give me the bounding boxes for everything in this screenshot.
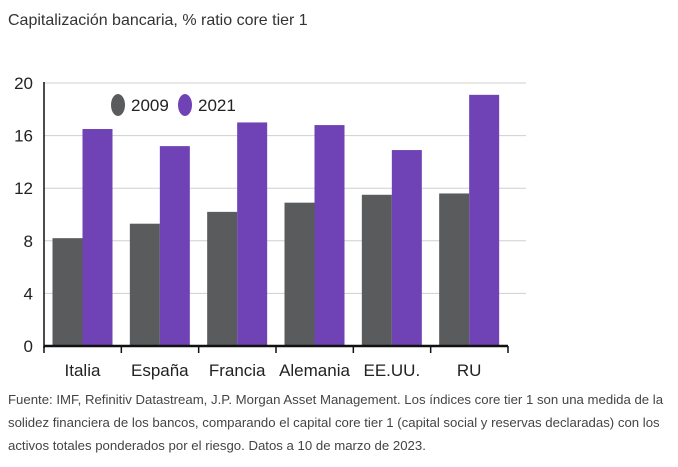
bar-2009 (284, 202, 315, 346)
x-tick-label: España (131, 361, 189, 380)
bar-2021 (314, 125, 345, 346)
bar-chart: 0 4 8 12 16 20 Italia España Francia Alemania EE.U… (14, 74, 526, 380)
x-tick-label: Italia (65, 361, 101, 380)
y-tick-label: 12 (14, 179, 33, 198)
chart-title: Capitalización bancaria, % ratio core ti… (8, 12, 308, 29)
x-tick-label: RU (457, 361, 482, 380)
x-tick-label: Alemania (279, 361, 350, 380)
y-tick-label: 20 (14, 74, 33, 93)
y-tick-label: 16 (14, 127, 33, 146)
x-tick-label: EE.UU. (363, 361, 420, 380)
legend-label: 2009 (131, 96, 169, 115)
bar-2009 (361, 194, 392, 346)
bar-2009 (129, 223, 160, 346)
y-tick-label: 8 (24, 232, 33, 251)
bar-2021 (237, 122, 268, 346)
bar-2021 (82, 129, 113, 346)
x-tick-label: Francia (209, 361, 266, 380)
bar-2021 (159, 146, 190, 346)
bar-2021 (469, 94, 500, 347)
bar-2009 (207, 211, 238, 346)
bar-2021 (391, 150, 422, 346)
source-note: Fuente: IMF, Refinitiv Datastream, J.P. … (8, 392, 664, 453)
legend-marker-2021 (178, 94, 192, 116)
legend-label: 2021 (198, 96, 236, 115)
y-tick-label: 0 (24, 337, 33, 356)
legend-marker-2009 (111, 94, 125, 116)
y-tick-label: 4 (24, 284, 33, 303)
bar-2009 (439, 193, 470, 346)
bar-2009 (52, 238, 83, 346)
